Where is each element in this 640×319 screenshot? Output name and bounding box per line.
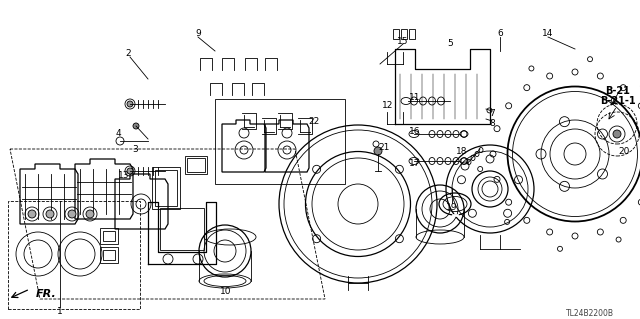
Bar [409,29,415,39]
Circle shape [28,210,36,218]
Circle shape [127,101,133,107]
Text: 11: 11 [409,93,420,101]
Text: B-21: B-21 [605,86,630,96]
Text: B-21-1: B-21-1 [600,96,636,106]
Text: 20: 20 [618,146,630,155]
Circle shape [374,147,382,155]
Circle shape [46,210,54,218]
Text: 3: 3 [132,145,138,153]
Text: TL24B2200B: TL24B2200B [566,308,614,317]
Text: 4: 4 [115,130,121,138]
Text: 18: 18 [456,146,468,155]
Text: 6: 6 [497,29,503,39]
Text: 13: 13 [118,170,130,180]
Bar [103,231,115,241]
Text: 9: 9 [195,29,201,39]
Text: 10: 10 [220,286,232,295]
Bar [187,158,205,172]
Text: 5: 5 [447,40,453,48]
Bar [401,29,407,39]
Text: 17: 17 [409,160,420,168]
Circle shape [133,123,139,129]
Bar [103,250,115,260]
Circle shape [127,168,133,174]
Text: 16: 16 [409,127,420,136]
Bar [152,167,180,209]
Circle shape [86,210,94,218]
Bar [393,29,399,39]
Bar [100,228,118,244]
Text: 8: 8 [489,120,495,129]
Bar [100,247,118,263]
Bar [155,170,177,206]
Bar [215,99,345,184]
Text: 7: 7 [489,109,495,118]
Circle shape [613,130,621,138]
Text: 22: 22 [308,116,319,125]
Bar [8,201,140,309]
Text: 15: 15 [397,36,409,46]
Bar [185,156,207,174]
Text: 1: 1 [57,307,63,315]
Text: 12: 12 [382,101,394,110]
Text: 2: 2 [125,49,131,58]
Text: 21: 21 [378,143,390,152]
Bar [160,208,204,250]
Text: FR.: FR. [36,289,57,299]
Circle shape [68,210,76,218]
Text: 19: 19 [446,203,458,211]
Text: 14: 14 [542,29,554,39]
